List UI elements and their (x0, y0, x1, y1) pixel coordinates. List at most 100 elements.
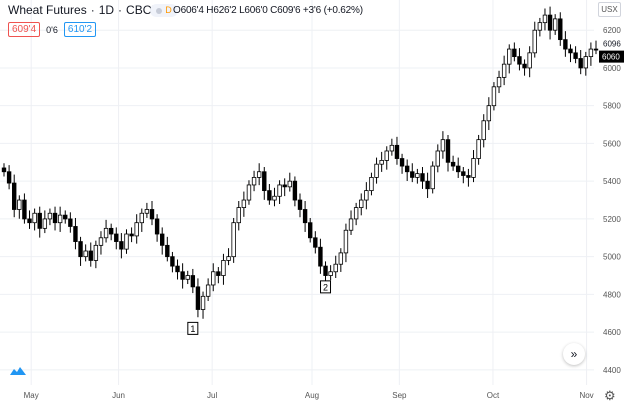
marker-label: 1 (190, 324, 195, 334)
candle-body (399, 158, 405, 167)
candle (507, 44, 512, 74)
candle (154, 214, 160, 242)
interval-label: 1D (98, 3, 115, 17)
candle (552, 14, 558, 35)
candle-body (57, 214, 63, 224)
candle (461, 167, 466, 184)
candle (481, 114, 486, 148)
candle-body (241, 199, 247, 208)
candle-body (328, 271, 333, 276)
candle (430, 161, 435, 194)
candle-body (88, 250, 93, 261)
candle-body (32, 212, 37, 224)
candle (415, 168, 420, 184)
candle (389, 138, 395, 156)
ask-button[interactable]: 610'2 (63, 22, 97, 37)
candle-body (466, 175, 471, 178)
time-axis[interactable]: May Jun Jul Aug Sep Oct Nov (24, 391, 594, 400)
candle (165, 236, 170, 262)
symbol-title[interactable]: Wheat Futures · 1D · CBOT (8, 3, 159, 17)
candle-body (42, 218, 48, 229)
candle-body (343, 229, 349, 254)
candle-body (251, 177, 257, 186)
candle (420, 167, 425, 189)
candle (170, 251, 175, 273)
candle-body (522, 63, 527, 69)
candle-body (476, 139, 481, 159)
candle-body (47, 212, 53, 220)
candle-body (37, 212, 42, 229)
candle-body (379, 160, 384, 165)
gear-icon[interactable]: ⚙ (604, 388, 616, 403)
candle (221, 253, 226, 285)
candle-body (175, 265, 180, 273)
candle-body (374, 163, 379, 178)
candle (568, 44, 573, 63)
candle-body (246, 184, 252, 201)
bid-ask: 609'4 0'6 610'2 (8, 22, 97, 37)
scroll-to-realtime-button[interactable]: » (563, 343, 585, 365)
x-tick-label: Jun (112, 391, 125, 400)
interval-badge[interactable]: D (150, 4, 178, 17)
candle (512, 42, 517, 62)
candle (328, 265, 333, 281)
candle (144, 202, 150, 218)
candle-body (154, 218, 160, 235)
candle (241, 191, 247, 217)
candle-body (160, 233, 165, 246)
candle (369, 172, 374, 196)
candle-body (211, 271, 216, 286)
candle (563, 31, 568, 57)
last-price-tag: 6060 (599, 50, 624, 63)
candle-body (568, 48, 573, 54)
candle (313, 231, 318, 254)
candle (486, 97, 492, 131)
tradingview-logo-icon[interactable] (9, 365, 27, 377)
candle-body (185, 275, 190, 280)
candle (517, 48, 522, 71)
bid-button[interactable]: 609'4 (8, 22, 41, 37)
candle-body (496, 76, 502, 88)
candle-body (277, 184, 282, 197)
candle (501, 55, 507, 86)
candle (359, 193, 364, 216)
candle-body (394, 144, 400, 159)
candle-body (119, 241, 124, 250)
y-tick-label: 5800 (603, 102, 621, 111)
candle (287, 172, 292, 192)
candle (593, 40, 599, 55)
candle (532, 21, 537, 58)
candles (1, 6, 599, 319)
candle-body (216, 271, 221, 276)
candle-body (313, 237, 318, 248)
candle (583, 51, 588, 76)
candle-body (558, 18, 563, 41)
candle-body (134, 222, 139, 237)
candle (466, 168, 471, 187)
candle-body (180, 271, 185, 280)
candle (226, 248, 231, 266)
candle-body (323, 265, 328, 276)
price-axis[interactable]: 4400 4600 4800 5000 5200 5400 5600 5800 6000 6200… (599, 26, 624, 375)
currency-button[interactable]: USX (598, 2, 621, 17)
y-tick-label: 4800 (603, 290, 621, 299)
candle (103, 219, 109, 243)
pivot-markers: 12 (187, 280, 332, 335)
candle-body (190, 275, 196, 288)
candle (47, 208, 53, 226)
x-tick-label: May (24, 391, 39, 400)
candle-body (542, 14, 548, 24)
candle-body (527, 52, 532, 69)
candle-body (200, 295, 206, 310)
candle-body (440, 139, 446, 152)
candle (57, 206, 63, 232)
candle (6, 165, 12, 190)
candle (114, 227, 119, 250)
candle-body (256, 171, 262, 178)
candle-body (231, 222, 236, 258)
candle-body (593, 48, 599, 51)
candle-body (456, 165, 461, 173)
candle (267, 184, 272, 205)
candle (292, 176, 298, 207)
